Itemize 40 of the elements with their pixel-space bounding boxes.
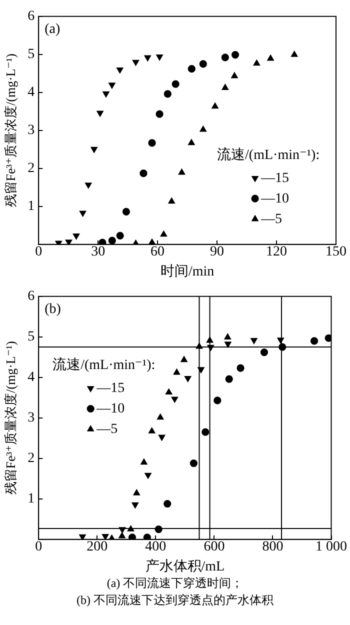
text: (b) 不同流速下达到穿透点的产水体积: [76, 592, 274, 609]
y-tick-label: 1: [28, 492, 35, 507]
legend-label: —15: [96, 380, 125, 396]
legend-label: —10: [260, 191, 290, 206]
x-tick-label: 1 000: [316, 539, 347, 554]
text: (a) 不同流速下穿透时间；: [106, 575, 244, 592]
x-tick-label: 0: [35, 244, 42, 260]
chart-title: (b): [44, 302, 62, 318]
y-tick-label: 2: [28, 161, 35, 176]
x-tick-label: 600: [204, 539, 225, 554]
y-tick-label: 5: [28, 330, 35, 345]
x-tick-label: 30: [91, 244, 106, 260]
y-tick-label: 5: [28, 47, 35, 62]
y-tick-label: 4: [28, 85, 35, 100]
x-tick-label: 60: [150, 244, 165, 260]
y-tick-label: 6: [28, 289, 35, 304]
legend-label: —10: [96, 401, 125, 416]
y-tick-label: 1: [28, 199, 35, 214]
legend-title: 流速/(mL·min⁻¹):: [52, 356, 156, 373]
x-axis-title: 时间/min: [160, 263, 214, 280]
x-tick-label: 400: [145, 539, 166, 554]
chart-title: (a): [44, 22, 60, 38]
legend-label: —5: [96, 422, 118, 437]
x-tick-label: 200: [86, 539, 108, 554]
y-axis-title: 残留Fe³⁺质量浓度/(mg·L⁻¹): [3, 341, 18, 495]
legend-title: 流速/(mL·min⁻¹):: [217, 146, 320, 163]
x-tick-label: 800: [262, 539, 284, 554]
y-tick-label: 3: [28, 410, 35, 426]
x-tick-label: 0: [35, 539, 42, 554]
legend-label: —5: [260, 212, 282, 227]
x-tick-label: 150: [326, 244, 346, 260]
y-tick-label: 4: [28, 370, 35, 386]
x-tick-label: 90: [210, 244, 224, 260]
y-axis-title: 残留Fe³⁺质量浓度/(mg·L⁻¹): [3, 54, 18, 208]
x-axis-title: 产水体积/mL: [145, 558, 225, 574]
y-tick-label: 6: [28, 9, 35, 24]
y-tick-label: 3: [28, 123, 35, 138]
y-tick-label: 2: [28, 451, 35, 466]
legend-label: —15: [260, 170, 290, 186]
x-tick-label: 120: [266, 244, 288, 260]
